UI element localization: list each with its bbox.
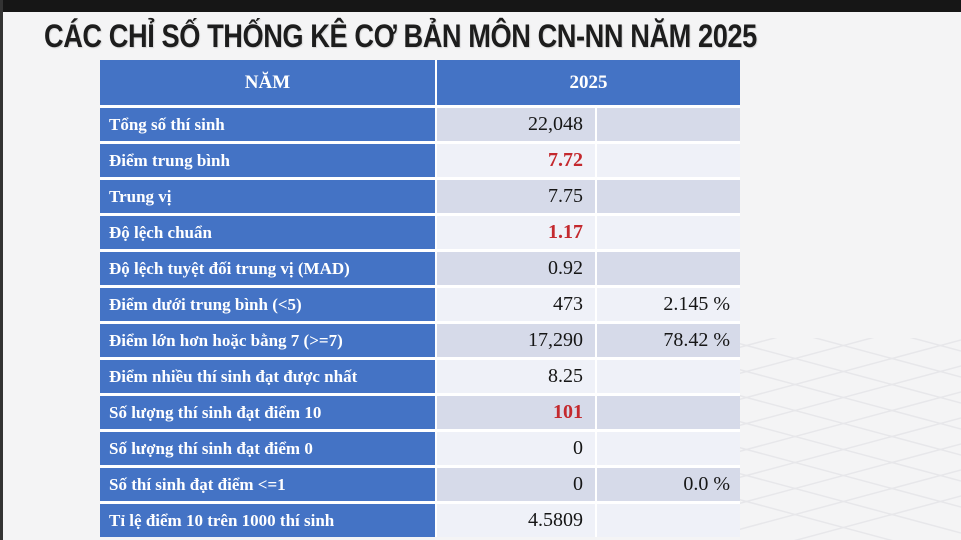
row-label-cell: Điểm dưới trung bình (<5) bbox=[100, 288, 435, 321]
row-label-cell: Điểm nhiều thí sinh đạt được nhất bbox=[100, 360, 435, 393]
page-title: CÁC CHỈ SỐ THỐNG KÊ CƠ BẢN MÔN CN-NN NĂM… bbox=[44, 18, 757, 54]
table-row: Điểm lớn hơn hoặc bằng 7 (>=7) 17,290 78… bbox=[100, 324, 740, 357]
row-value-cell: 22,048 bbox=[437, 108, 595, 141]
row-value-cell: 0 bbox=[437, 468, 595, 501]
row-percent-cell: 0.0 % bbox=[597, 468, 740, 501]
row-label-cell: Điểm trung bình bbox=[100, 144, 435, 177]
table-row: Số lượng thí sinh đạt điểm 0 0 bbox=[100, 432, 740, 465]
row-value-cell: 1.17 bbox=[437, 216, 595, 249]
row-percent-cell bbox=[597, 504, 740, 537]
header-cell-year: 2025 bbox=[437, 60, 740, 105]
row-percent-cell bbox=[597, 216, 740, 249]
row-percent-cell bbox=[597, 432, 740, 465]
row-percent-cell bbox=[597, 108, 740, 141]
row-value-cell: 7.72 bbox=[437, 144, 595, 177]
left-edge-bar bbox=[0, 0, 3, 540]
row-percent-cell: 2.145 % bbox=[597, 288, 740, 321]
table-body: Tổng số thí sinh 22,048 Điểm trung bình … bbox=[100, 108, 740, 537]
row-percent-cell bbox=[597, 180, 740, 213]
row-value-cell: 7.75 bbox=[437, 180, 595, 213]
row-label-cell: Số lượng thí sinh đạt điểm 10 bbox=[100, 396, 435, 429]
row-label-cell: Tổng số thí sinh bbox=[100, 108, 435, 141]
table-row: Tổng số thí sinh 22,048 bbox=[100, 108, 740, 141]
row-percent-cell bbox=[597, 252, 740, 285]
table-row: Tỉ lệ điểm 10 trên 1000 thí sinh 4.5809 bbox=[100, 504, 740, 537]
table-row: Trung vị 7.75 bbox=[100, 180, 740, 213]
table-row: Số lượng thí sinh đạt điểm 10 101 bbox=[100, 396, 740, 429]
stats-table: NĂM 2025 Tổng số thí sinh 22,048 Điểm tr… bbox=[100, 60, 740, 537]
row-label-cell: Số thí sinh đạt điểm <=1 bbox=[100, 468, 435, 501]
row-label-cell: Tỉ lệ điểm 10 trên 1000 thí sinh bbox=[100, 504, 435, 537]
row-label-cell: Số lượng thí sinh đạt điểm 0 bbox=[100, 432, 435, 465]
row-label-cell: Độ lệch tuyệt đối trung vị (MAD) bbox=[100, 252, 435, 285]
row-value-cell: 0.92 bbox=[437, 252, 595, 285]
row-value-cell: 8.25 bbox=[437, 360, 595, 393]
row-label-cell: Trung vị bbox=[100, 180, 435, 213]
header-cell-nam: NĂM bbox=[100, 60, 435, 105]
diamond-grid-watermark bbox=[726, 338, 961, 540]
table-row: Điểm trung bình 7.72 bbox=[100, 144, 740, 177]
top-black-bar bbox=[0, 0, 961, 12]
row-value-cell: 4.5809 bbox=[437, 504, 595, 537]
row-value-cell: 101 bbox=[437, 396, 595, 429]
table-row: Điểm dưới trung bình (<5) 473 2.145 % bbox=[100, 288, 740, 321]
table-row: Điểm nhiều thí sinh đạt được nhất 8.25 bbox=[100, 360, 740, 393]
table-row: Độ lệch chuẩn 1.17 bbox=[100, 216, 740, 249]
row-percent-cell bbox=[597, 360, 740, 393]
row-percent-cell bbox=[597, 396, 740, 429]
row-value-cell: 0 bbox=[437, 432, 595, 465]
table-header-row: NĂM 2025 bbox=[100, 60, 740, 105]
row-label-cell: Điểm lớn hơn hoặc bằng 7 (>=7) bbox=[100, 324, 435, 357]
row-value-cell: 473 bbox=[437, 288, 595, 321]
row-percent-cell bbox=[597, 144, 740, 177]
row-value-cell: 17,290 bbox=[437, 324, 595, 357]
table-row: Số thí sinh đạt điểm <=1 0 0.0 % bbox=[100, 468, 740, 501]
row-percent-cell: 78.42 % bbox=[597, 324, 740, 357]
row-label-cell: Độ lệch chuẩn bbox=[100, 216, 435, 249]
table-row: Độ lệch tuyệt đối trung vị (MAD) 0.92 bbox=[100, 252, 740, 285]
